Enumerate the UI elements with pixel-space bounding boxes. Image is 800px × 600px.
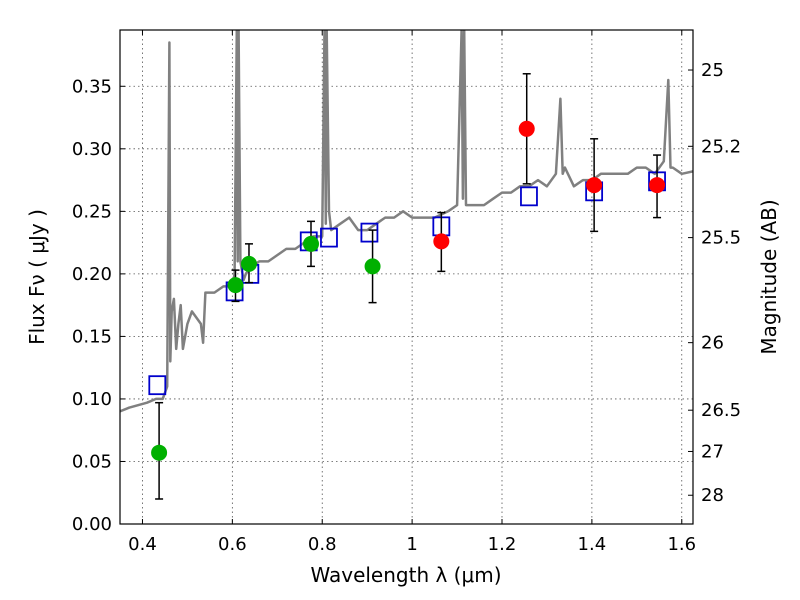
observed-point-green — [364, 258, 381, 275]
plot-layer — [120, 30, 693, 500]
y2-tick-label: 25.2 — [701, 136, 741, 157]
y-tick-label: 0.35 — [72, 76, 112, 97]
axis-layer: 0.4 0.6 0.8 1 1.2 1.4 1.6 0.00 0.05 0.10 0.15 0.20 0… — [72, 30, 741, 555]
y-tick-label: 0.20 — [72, 264, 112, 285]
model-photometry-box — [360, 222, 379, 243]
observed-point-green — [240, 255, 257, 272]
model-spectrum-line — [120, 30, 693, 413]
y-tick-label: 0.30 — [72, 139, 112, 160]
x-tick-label: 0.4 — [128, 534, 157, 555]
x-tick-label: 1.2 — [488, 534, 517, 555]
y-tick-label: 0.10 — [72, 389, 112, 410]
y2-tick-label: 26 — [701, 333, 724, 354]
x-tick-label: 0.8 — [308, 534, 337, 555]
observed-point-red — [433, 233, 450, 250]
y-tick-label: 0.15 — [72, 326, 112, 347]
y2-tick-label: 26.5 — [701, 400, 741, 421]
x-tick-label: 0.6 — [218, 534, 247, 555]
y2-tick-label: 27 — [701, 441, 724, 462]
y2-tick-label: 25 — [701, 60, 724, 81]
y2-tick-label: 25.5 — [701, 228, 741, 249]
observed-point-red — [649, 177, 666, 194]
model-photometry-box — [148, 375, 167, 396]
model-photometry-box — [320, 227, 338, 248]
observed-point-green — [303, 235, 319, 252]
observed-point-green — [151, 444, 168, 461]
y2-tick-label: 28 — [701, 485, 724, 506]
y-tick-label: 0.05 — [72, 451, 112, 472]
y-tick-label: 0.25 — [72, 201, 112, 222]
grid-layer — [120, 30, 693, 525]
plot-frame — [119, 29, 694, 525]
y2-axis-label: Magnitude (AB) — [757, 199, 781, 354]
x-tick-label: 1.4 — [578, 534, 607, 555]
x-axis-label: Wavelength λ (μm) — [310, 563, 501, 587]
observed-point-red — [586, 177, 603, 194]
x-tick-label: 1.6 — [667, 534, 696, 555]
observed-point-red — [518, 120, 535, 137]
y-tick-label: 0.00 — [72, 514, 112, 535]
x-tick-label: 1 — [406, 534, 417, 555]
y-axis-label: Flux Fν ( μJy ) — [25, 209, 49, 345]
observed-point-green — [227, 277, 244, 294]
model-photometry-box — [520, 186, 538, 207]
